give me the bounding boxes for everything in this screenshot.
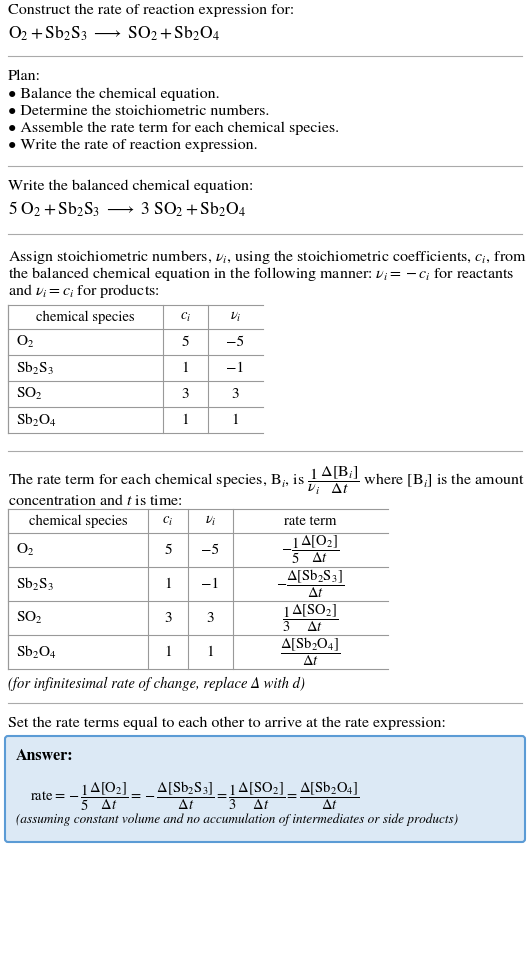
Text: −1: −1 bbox=[226, 362, 245, 374]
Text: 1: 1 bbox=[182, 362, 189, 374]
Text: • Determine the stoichiometric numbers.: • Determine the stoichiometric numbers. bbox=[8, 105, 269, 119]
Text: chemical species: chemical species bbox=[36, 311, 135, 323]
Text: 3: 3 bbox=[232, 387, 240, 401]
Text: Assign stoichiometric numbers, $\nu_i$, using the stoichiometric coefficients, $: Assign stoichiometric numbers, $\nu_i$, … bbox=[8, 248, 527, 266]
Text: $\mathrm{Sb_2O_4}$: $\mathrm{Sb_2O_4}$ bbox=[16, 412, 57, 428]
Text: −1: −1 bbox=[201, 577, 219, 591]
Text: Plan:: Plan: bbox=[8, 70, 41, 83]
Text: the balanced chemical equation in the following manner: $\nu_i = -c_i$ for react: the balanced chemical equation in the fo… bbox=[8, 265, 514, 283]
Text: 1: 1 bbox=[164, 577, 172, 591]
Text: rate term: rate term bbox=[284, 514, 337, 527]
Text: $\nu_i$: $\nu_i$ bbox=[229, 310, 241, 324]
Text: $-\dfrac{\Delta[\mathrm{Sb_2S_3}]}{\Delta t}$: $-\dfrac{\Delta[\mathrm{Sb_2S_3}]}{\Delt… bbox=[277, 567, 344, 601]
Text: $\mathrm{Sb_2O_4}$: $\mathrm{Sb_2O_4}$ bbox=[16, 644, 57, 661]
Text: Answer:: Answer: bbox=[16, 749, 74, 763]
Text: concentration and $t$ is time:: concentration and $t$ is time: bbox=[8, 493, 183, 508]
Text: • Balance the chemical equation.: • Balance the chemical equation. bbox=[8, 88, 219, 101]
Text: $\mathrm{O_2}$: $\mathrm{O_2}$ bbox=[16, 334, 34, 350]
Text: chemical species: chemical species bbox=[29, 514, 127, 527]
Text: $\mathrm{Sb_2S_3}$: $\mathrm{Sb_2S_3}$ bbox=[16, 360, 54, 376]
Text: $\dfrac{\Delta[\mathrm{Sb_2O_4}]}{\Delta t}$: $\dfrac{\Delta[\mathrm{Sb_2O_4}]}{\Delta… bbox=[280, 636, 341, 668]
Text: $\nu_i$: $\nu_i$ bbox=[205, 514, 216, 528]
Text: $\mathrm{O_2 + Sb_2S_3\ \longrightarrow\ SO_2 + Sb_2O_4}$: $\mathrm{O_2 + Sb_2S_3\ \longrightarrow\… bbox=[8, 24, 220, 43]
FancyBboxPatch shape bbox=[5, 736, 525, 842]
Text: • Write the rate of reaction expression.: • Write the rate of reaction expression. bbox=[8, 139, 258, 153]
Text: • Assemble the rate term for each chemical species.: • Assemble the rate term for each chemic… bbox=[8, 122, 339, 135]
Text: $\mathrm{O_2}$: $\mathrm{O_2}$ bbox=[16, 542, 34, 558]
Text: $-\dfrac{1}{5}\dfrac{\Delta[\mathrm{O_2}]}{\Delta t}$: $-\dfrac{1}{5}\dfrac{\Delta[\mathrm{O_2}… bbox=[281, 534, 340, 566]
Text: $\mathrm{SO_2}$: $\mathrm{SO_2}$ bbox=[16, 610, 43, 626]
Text: 5: 5 bbox=[164, 543, 172, 557]
Text: and $\nu_i = c_i$ for products:: and $\nu_i = c_i$ for products: bbox=[8, 282, 160, 300]
Text: $\mathrm{SO_2}$: $\mathrm{SO_2}$ bbox=[16, 386, 43, 402]
Text: −5: −5 bbox=[201, 543, 219, 557]
Text: 3: 3 bbox=[207, 612, 214, 624]
Text: $c_i$: $c_i$ bbox=[180, 311, 191, 323]
Text: $\mathrm{Sb_2S_3}$: $\mathrm{Sb_2S_3}$ bbox=[16, 575, 54, 593]
Text: $\mathrm{rate} = -\dfrac{1}{5}\dfrac{\Delta[\mathrm{O_2}]}{\Delta t} = -\dfrac{\: $\mathrm{rate} = -\dfrac{1}{5}\dfrac{\De… bbox=[30, 779, 359, 812]
Text: 5: 5 bbox=[182, 335, 189, 349]
Text: 1: 1 bbox=[164, 645, 172, 659]
Text: The rate term for each chemical species, $\mathrm{B}_i$, is $\dfrac{1}{\nu_i}\df: The rate term for each chemical species,… bbox=[8, 465, 525, 497]
Text: Write the balanced chemical equation:: Write the balanced chemical equation: bbox=[8, 180, 253, 193]
Text: Set the rate terms equal to each other to arrive at the rate expression:: Set the rate terms equal to each other t… bbox=[8, 717, 446, 730]
Text: 1: 1 bbox=[207, 645, 214, 659]
Text: 1: 1 bbox=[182, 414, 189, 426]
Text: (assuming constant volume and no accumulation of intermediates or side products): (assuming constant volume and no accumul… bbox=[16, 813, 458, 825]
Text: (for infinitesimal rate of change, replace Δ with d): (for infinitesimal rate of change, repla… bbox=[8, 677, 305, 691]
Text: −5: −5 bbox=[226, 335, 244, 349]
Text: 3: 3 bbox=[164, 612, 172, 624]
Text: 1: 1 bbox=[232, 414, 240, 426]
Text: $c_i$: $c_i$ bbox=[162, 514, 174, 527]
Text: $\dfrac{1}{3}\dfrac{\Delta[\mathrm{SO_2}]}{\Delta t}$: $\dfrac{1}{3}\dfrac{\Delta[\mathrm{SO_2}… bbox=[282, 603, 339, 634]
Text: Construct the rate of reaction expression for:: Construct the rate of reaction expressio… bbox=[8, 4, 294, 18]
Text: $\mathrm{5\ O_2 + Sb_2S_3\ \longrightarrow\ 3\ SO_2 + Sb_2O_4}$: $\mathrm{5\ O_2 + Sb_2S_3\ \longrightarr… bbox=[8, 200, 246, 220]
Text: 3: 3 bbox=[182, 387, 189, 401]
